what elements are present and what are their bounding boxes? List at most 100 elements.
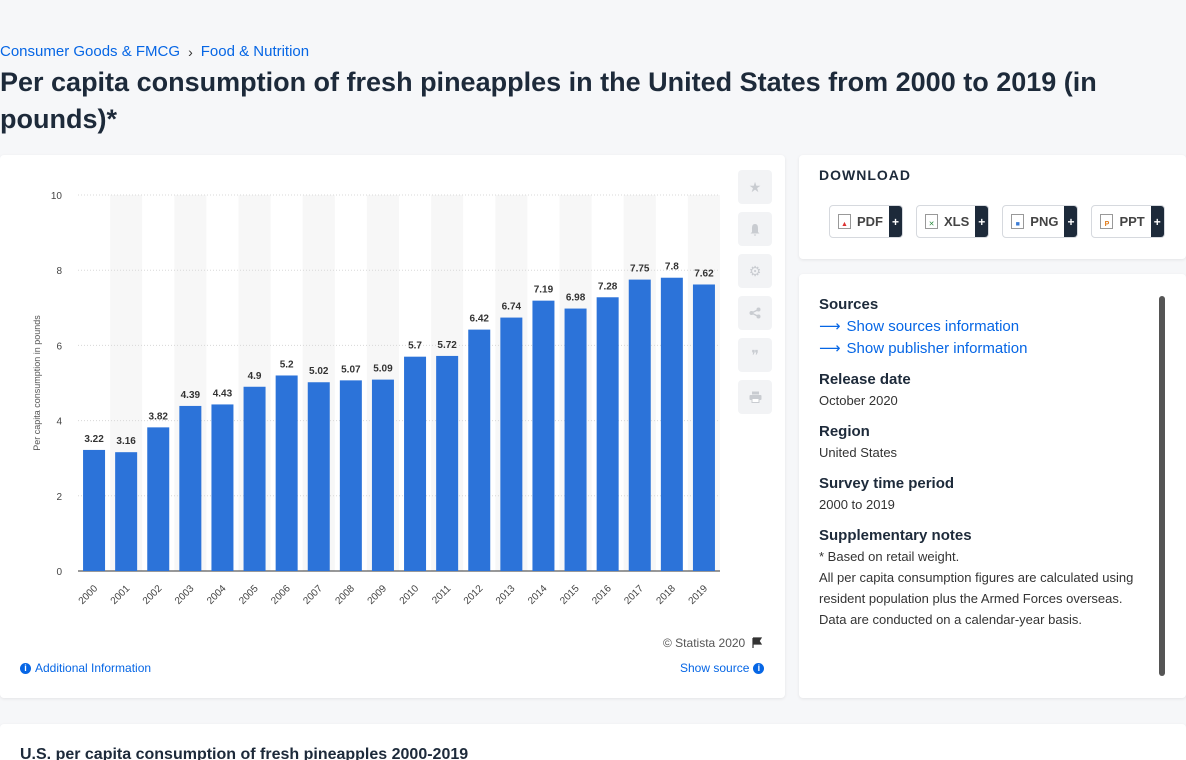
data-label: 5.2 xyxy=(280,359,294,370)
info-icon: i xyxy=(753,662,765,674)
data-label: 4.9 xyxy=(248,371,262,382)
plus-icon: + xyxy=(889,206,902,237)
data-label: 5.72 xyxy=(437,340,457,351)
info-scrollbar[interactable] xyxy=(1159,296,1165,676)
pdf-label: PDF xyxy=(857,214,883,229)
sources-label: Sources xyxy=(819,296,879,313)
favorite-star-icon[interactable]: ★ xyxy=(738,170,772,204)
data-label: 5.07 xyxy=(341,364,361,375)
data-label: 4.43 xyxy=(213,388,233,399)
supplementary-notes-label: Supplementary notes xyxy=(819,527,972,544)
note-retail-weight: * Based on retail weight. xyxy=(819,549,960,564)
show-publisher-link[interactable]: ⟶ Show publisher information xyxy=(819,339,1139,358)
x-tick-label: 2007 xyxy=(301,583,325,607)
download-buttons: ▲ PDF + ✕ XLS + ■ PNG + P PPT + xyxy=(829,205,1165,238)
y-axis-label: Per capita consumption in pounds xyxy=(32,315,42,451)
breadcrumb-consumer-goods[interactable]: Consumer Goods & FMCG xyxy=(0,43,181,60)
data-label: 7.19 xyxy=(534,285,554,296)
print-icon[interactable] xyxy=(738,380,772,414)
bar xyxy=(243,386,266,571)
bar xyxy=(692,284,715,571)
data-label: 5.09 xyxy=(373,364,393,375)
x-tick-label: 2001 xyxy=(109,583,133,607)
download-png-button[interactable]: ■ PNG + xyxy=(1002,205,1079,238)
data-label: 5.02 xyxy=(309,366,329,377)
bar xyxy=(404,356,427,571)
bar xyxy=(436,355,459,571)
bar xyxy=(564,308,587,571)
data-label: 7.28 xyxy=(598,281,618,292)
copyright: © Statista 2020 xyxy=(663,636,763,650)
data-label: 3.82 xyxy=(149,411,169,422)
x-tick-label: 2009 xyxy=(366,583,390,607)
data-label: 3.22 xyxy=(84,434,104,445)
plus-icon: + xyxy=(1150,206,1164,237)
bar xyxy=(147,427,170,571)
bar xyxy=(83,449,106,571)
ppt-label: PPT xyxy=(1119,214,1145,229)
x-tick-label: 2003 xyxy=(173,583,197,607)
show-publisher-label: Show publisher information xyxy=(846,339,1028,357)
survey-period-label: Survey time period xyxy=(819,475,955,492)
show-source-link[interactable]: Show source i xyxy=(680,661,765,675)
bar xyxy=(500,317,523,571)
share-icon[interactable] xyxy=(738,296,772,330)
show-source-label: Show source xyxy=(680,661,750,675)
release-date-label: Release date xyxy=(819,371,911,388)
additional-information-link[interactable]: i Additional Information xyxy=(20,661,151,675)
x-tick-label: 2018 xyxy=(654,583,678,607)
page-title: Per capita consumption of fresh pineappl… xyxy=(0,67,1097,134)
note-calendar-year: Data are conducted on a calendar-year ba… xyxy=(819,612,1083,627)
x-tick-label: 2005 xyxy=(237,583,261,607)
flag-icon[interactable] xyxy=(751,637,763,649)
y-tick-label: 4 xyxy=(56,417,62,428)
cite-quote-icon[interactable]: ❞ xyxy=(738,338,772,372)
bar xyxy=(211,404,234,571)
bar xyxy=(307,382,330,571)
chart-toolbar: ★ ⚙ ❞ xyxy=(738,170,772,422)
settings-gear-icon[interactable]: ⚙ xyxy=(738,254,772,288)
xls-file-icon: ✕ xyxy=(925,214,938,229)
data-label: 5.7 xyxy=(408,341,422,352)
arrow-right-icon: ⟶ xyxy=(819,318,841,335)
x-tick-label: 2002 xyxy=(141,583,165,607)
data-label: 7.62 xyxy=(694,268,714,279)
related-statistic-card: U.S. per capita consumption of fresh pin… xyxy=(0,724,1186,760)
xls-label: XLS xyxy=(944,214,970,229)
x-tick-label: 2000 xyxy=(77,583,101,607)
bar xyxy=(115,452,138,571)
data-label: 3.16 xyxy=(116,436,136,447)
info-card: Sources ⟶ Show sources information ⟶ Sho… xyxy=(799,274,1186,698)
info-content: Sources ⟶ Show sources information ⟶ Sho… xyxy=(819,296,1139,630)
show-sources-link[interactable]: ⟶ Show sources information xyxy=(819,317,1139,336)
arrow-right-icon: ⟶ xyxy=(819,340,841,357)
png-file-icon: ■ xyxy=(1011,214,1025,229)
x-tick-label: 2008 xyxy=(333,583,357,607)
notification-bell-icon[interactable] xyxy=(738,212,772,246)
bar xyxy=(179,405,202,571)
data-label: 7.75 xyxy=(630,264,650,275)
y-tick-label: 0 xyxy=(56,567,62,578)
breadcrumb-food-nutrition[interactable]: Food & Nutrition xyxy=(200,43,310,60)
survey-period-value: 2000 to 2019 xyxy=(819,497,895,512)
plus-icon: + xyxy=(1064,206,1078,237)
download-xls-button[interactable]: ✕ XLS + xyxy=(916,205,990,238)
bar xyxy=(660,277,683,571)
bar xyxy=(628,279,651,571)
x-tick-label: 2019 xyxy=(687,583,711,607)
x-tick-label: 2011 xyxy=(430,583,453,606)
download-pdf-button[interactable]: ▲ PDF + xyxy=(829,205,903,238)
bar xyxy=(468,329,491,571)
x-tick-label: 2012 xyxy=(462,583,486,607)
info-icon: i xyxy=(20,662,31,674)
download-ppt-button[interactable]: P PPT + xyxy=(1091,205,1165,238)
x-tick-label: 2006 xyxy=(269,583,293,607)
plus-icon: + xyxy=(975,206,989,237)
additional-information-label: Additional Information xyxy=(35,661,152,675)
ppt-file-icon: P xyxy=(1100,214,1114,229)
y-tick-label: 6 xyxy=(56,341,62,352)
x-tick-label: 2017 xyxy=(622,583,646,607)
bar xyxy=(339,380,362,571)
data-label: 6.42 xyxy=(470,314,490,325)
region-value: United States xyxy=(819,445,898,460)
